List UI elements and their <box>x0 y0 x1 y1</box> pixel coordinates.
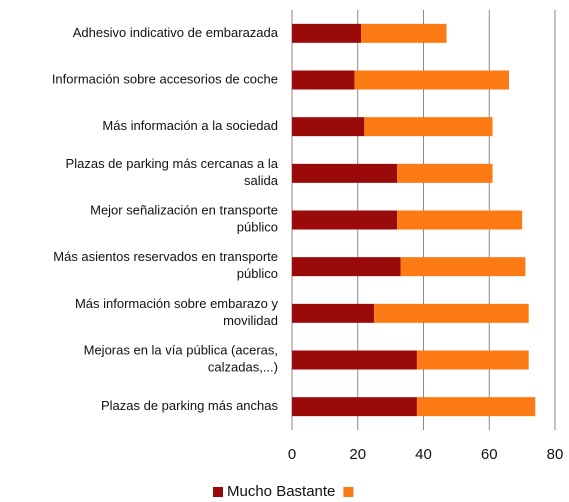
bar-segment <box>364 117 493 137</box>
legend-swatch <box>343 487 354 497</box>
bar-segment <box>416 350 529 370</box>
bar-segment <box>361 23 447 43</box>
legend-label: Mucho Bastante <box>227 483 335 500</box>
bar-segment <box>292 163 398 183</box>
y-tick-label: Plazas de parking más cercanas a la salid… <box>66 156 279 188</box>
x-tick-label: 0 <box>288 446 296 463</box>
bar-segment <box>397 210 523 230</box>
x-tick-label: 60 <box>481 446 498 463</box>
legend-swatch <box>213 487 223 497</box>
y-tick-label: Más información sobre embarazo y movilida… <box>75 296 279 328</box>
bar-segment <box>374 303 529 323</box>
bar-segment <box>292 23 362 43</box>
x-tick-label: 20 <box>349 446 366 463</box>
bar-segment <box>397 163 493 183</box>
bar-segment <box>292 117 365 137</box>
y-tick-label: Más asientos reservados en transporte púb… <box>53 250 278 282</box>
bar-segment <box>400 257 526 277</box>
bar-segment <box>292 397 417 417</box>
y-tick-label: Mejor señalización en transporte público <box>90 203 278 235</box>
y-tick-label: Más información a la sociedad <box>102 118 278 133</box>
y-tick-label: Mejoras en la vía pública (aceras, calzad… <box>84 343 278 375</box>
bar-segment <box>292 257 401 277</box>
bar-segment <box>292 303 375 323</box>
bar-segment <box>354 70 509 90</box>
x-tick-label: 80 <box>547 446 564 463</box>
bar-segment <box>292 70 355 90</box>
y-tick-label: Información sobre accesorios de coche <box>52 71 278 86</box>
x-tick-label: 40 <box>415 446 432 463</box>
bar-segment <box>416 397 536 417</box>
y-tick-label: Adhesivo indicativo de embarazada <box>73 25 279 40</box>
y-tick-label: Plazas de parking más anchas <box>101 398 279 413</box>
bar-segment <box>292 210 398 230</box>
bar-segment <box>292 350 417 370</box>
